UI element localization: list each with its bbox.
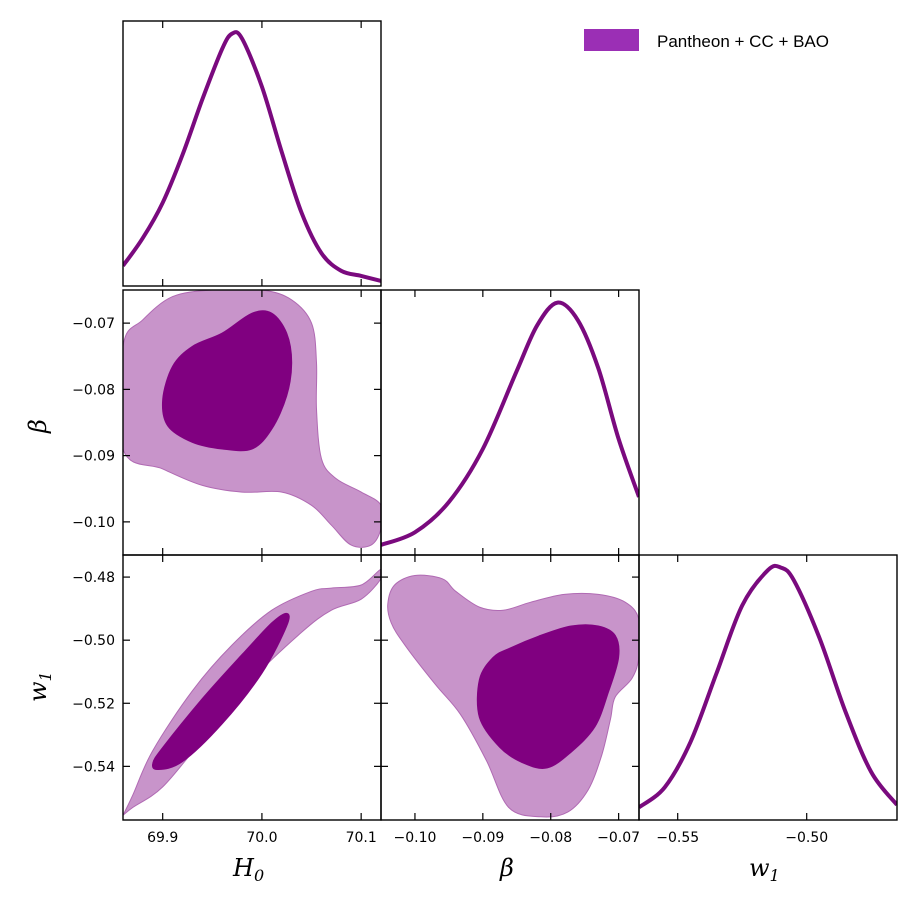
contour-95-w1-h0 xyxy=(123,568,381,817)
marginal-curve-beta xyxy=(381,300,639,547)
x-axis-label-beta: β xyxy=(499,854,514,882)
panel-frame-bb xyxy=(380,289,640,556)
panel-frame-h0h0 xyxy=(122,20,382,287)
x-tick-label-h0: 70.0 xyxy=(246,830,277,846)
marginal-curve-h0 xyxy=(123,30,381,283)
x-tick-label-beta: −0.09 xyxy=(461,830,504,846)
x-axis-label-w1: w1 xyxy=(749,854,780,885)
x-tick-label-beta: −0.07 xyxy=(597,830,640,846)
x-tick-label-h0: 69.9 xyxy=(147,830,178,846)
x-tick-label-h0: 70.1 xyxy=(346,830,377,846)
y-tick-label-w1: −0.52 xyxy=(72,696,115,712)
legend-swatch xyxy=(584,29,639,51)
panel-frame-ww xyxy=(638,554,898,821)
y-tick-label-beta: −0.09 xyxy=(72,449,115,465)
x-tick-label-w1: −0.50 xyxy=(785,830,828,846)
y-tick-label-beta: −0.07 xyxy=(72,316,115,332)
x-tick-label-w1: −0.55 xyxy=(656,830,699,846)
y-tick-label-beta: −0.08 xyxy=(72,382,115,398)
y-axis-label-beta: β xyxy=(24,419,52,434)
contour-68-beta-h0 xyxy=(161,310,293,452)
legend-label: Pantheon + CC + BAO xyxy=(657,32,829,51)
x-tick-label-beta: −0.10 xyxy=(393,830,436,846)
y-tick-label-w1: −0.50 xyxy=(72,633,115,649)
y-tick-label-beta: −0.10 xyxy=(72,515,115,531)
legend: Pantheon + CC + BAO xyxy=(584,29,829,51)
marginal-curve-w1 xyxy=(639,563,897,810)
contour-68-w1-beta xyxy=(476,624,620,769)
x-axis-label-h0: H0 xyxy=(232,854,264,885)
x-tick-label-beta: −0.08 xyxy=(529,830,572,846)
y-tick-label-w1: −0.54 xyxy=(72,759,115,775)
contour-68-w1-h0 xyxy=(151,612,290,771)
y-tick-label-w1: −0.48 xyxy=(72,570,115,586)
y-axis-label-w1: w1 xyxy=(24,671,55,702)
